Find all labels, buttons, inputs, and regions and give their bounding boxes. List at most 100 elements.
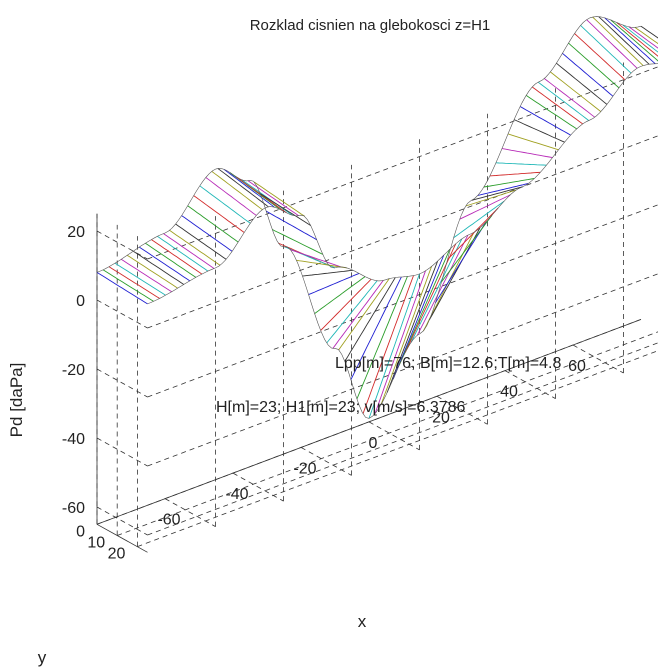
surface-line (302, 269, 354, 277)
grid-line (96, 368, 148, 398)
surface-line (368, 273, 420, 419)
surface-line (562, 52, 614, 97)
surface-line (550, 71, 602, 112)
grid-line (436, 395, 488, 425)
grid-line (96, 437, 148, 467)
surface-line (392, 255, 445, 380)
surface-line (568, 42, 620, 89)
annotation-flow-params: H[m]=23; H1[m]=23; v[m/s]=6.3786 (216, 399, 466, 416)
surface-line (151, 239, 203, 275)
grid-line (504, 370, 556, 399)
surface-line (435, 221, 487, 303)
surface-line (501, 148, 553, 159)
surface-line (616, 22, 658, 57)
surface-line (398, 249, 451, 366)
surface-line (580, 25, 632, 74)
z-axis-label: Pd [daPa] (7, 363, 26, 438)
surface-line (157, 235, 209, 272)
surface-line (447, 207, 499, 260)
grid-line (147, 204, 658, 398)
surface-line (537, 81, 589, 121)
surface-line (326, 280, 378, 344)
surface-line (531, 86, 583, 125)
z-tick-label: -40 (62, 431, 85, 448)
surface-line (344, 277, 396, 362)
surface-line (205, 177, 257, 216)
surface-edge (96, 16, 642, 419)
surface-line (126, 254, 178, 289)
surface-line (356, 276, 408, 400)
grid-line (137, 350, 658, 547)
surface-line (133, 250, 185, 285)
surface-line (483, 178, 535, 188)
surface-line (598, 16, 650, 65)
surface-line (525, 95, 577, 130)
surface-line (592, 16, 644, 66)
axis-grid (96, 62, 658, 553)
surface-line (374, 270, 426, 414)
x-tick-label: -60 (157, 512, 180, 529)
surface-line (169, 229, 221, 266)
surface-line (120, 258, 172, 293)
grid-line (232, 472, 284, 502)
surface-line (362, 275, 414, 414)
surface-line (211, 171, 263, 210)
surface-line (114, 262, 166, 296)
surface-line (217, 168, 269, 208)
z-tick-label: 20 (67, 224, 85, 241)
surface-line (175, 223, 227, 260)
x-tick-label: -20 (293, 460, 316, 477)
grid-line (96, 230, 148, 260)
surface-line (253, 181, 305, 217)
surface-line (259, 193, 311, 226)
y-tick-label: 20 (108, 546, 126, 563)
surface-line (139, 246, 191, 282)
surface-line (272, 229, 324, 255)
surface-line (416, 234, 469, 336)
surface-line (477, 183, 529, 196)
z-tick-label: 0 (76, 293, 85, 310)
grid-line (96, 506, 148, 536)
surface-line (265, 210, 317, 241)
y-tick-label: 0 (76, 523, 85, 540)
surface-line (386, 260, 439, 393)
surface-line (453, 200, 505, 239)
surface-line (193, 195, 245, 233)
grid-line (147, 342, 658, 536)
z-tick-label: -60 (62, 500, 85, 517)
grid-line (572, 344, 624, 374)
surface-line (181, 215, 233, 252)
surface-line (199, 185, 251, 224)
surface-line (513, 119, 565, 143)
x-tick-label: 60 (568, 358, 586, 375)
surface-line (622, 24, 658, 53)
y-axis-line (96, 523, 148, 553)
surface-line (247, 180, 299, 217)
surface-line (332, 280, 384, 349)
surface-line (350, 276, 402, 380)
surface-line (441, 215, 493, 283)
surface-line (574, 33, 626, 81)
surface-line (544, 78, 596, 118)
grid-line (147, 135, 658, 329)
grid-line (117, 331, 658, 536)
z-tick-label: -20 (62, 362, 85, 379)
surface-line (96, 272, 148, 305)
surface-line (495, 162, 547, 166)
surface-line (410, 238, 463, 343)
x-tick-label: -40 (225, 486, 248, 503)
surface-line (628, 26, 658, 49)
surface-line (556, 62, 608, 105)
surface-line (290, 249, 342, 268)
surface-line (102, 269, 154, 302)
grid-line (96, 299, 148, 329)
surface-line (465, 189, 517, 207)
surface-line (489, 171, 541, 177)
surface-line (380, 266, 433, 405)
surface-line (314, 276, 366, 314)
grid-line (368, 421, 420, 451)
x-tick-label: 40 (500, 384, 518, 401)
y-axis-label: y (38, 648, 47, 667)
surface-line (338, 278, 390, 351)
